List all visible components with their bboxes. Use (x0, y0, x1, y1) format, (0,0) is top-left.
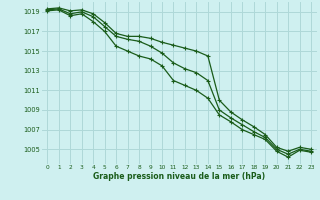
X-axis label: Graphe pression niveau de la mer (hPa): Graphe pression niveau de la mer (hPa) (93, 172, 265, 181)
